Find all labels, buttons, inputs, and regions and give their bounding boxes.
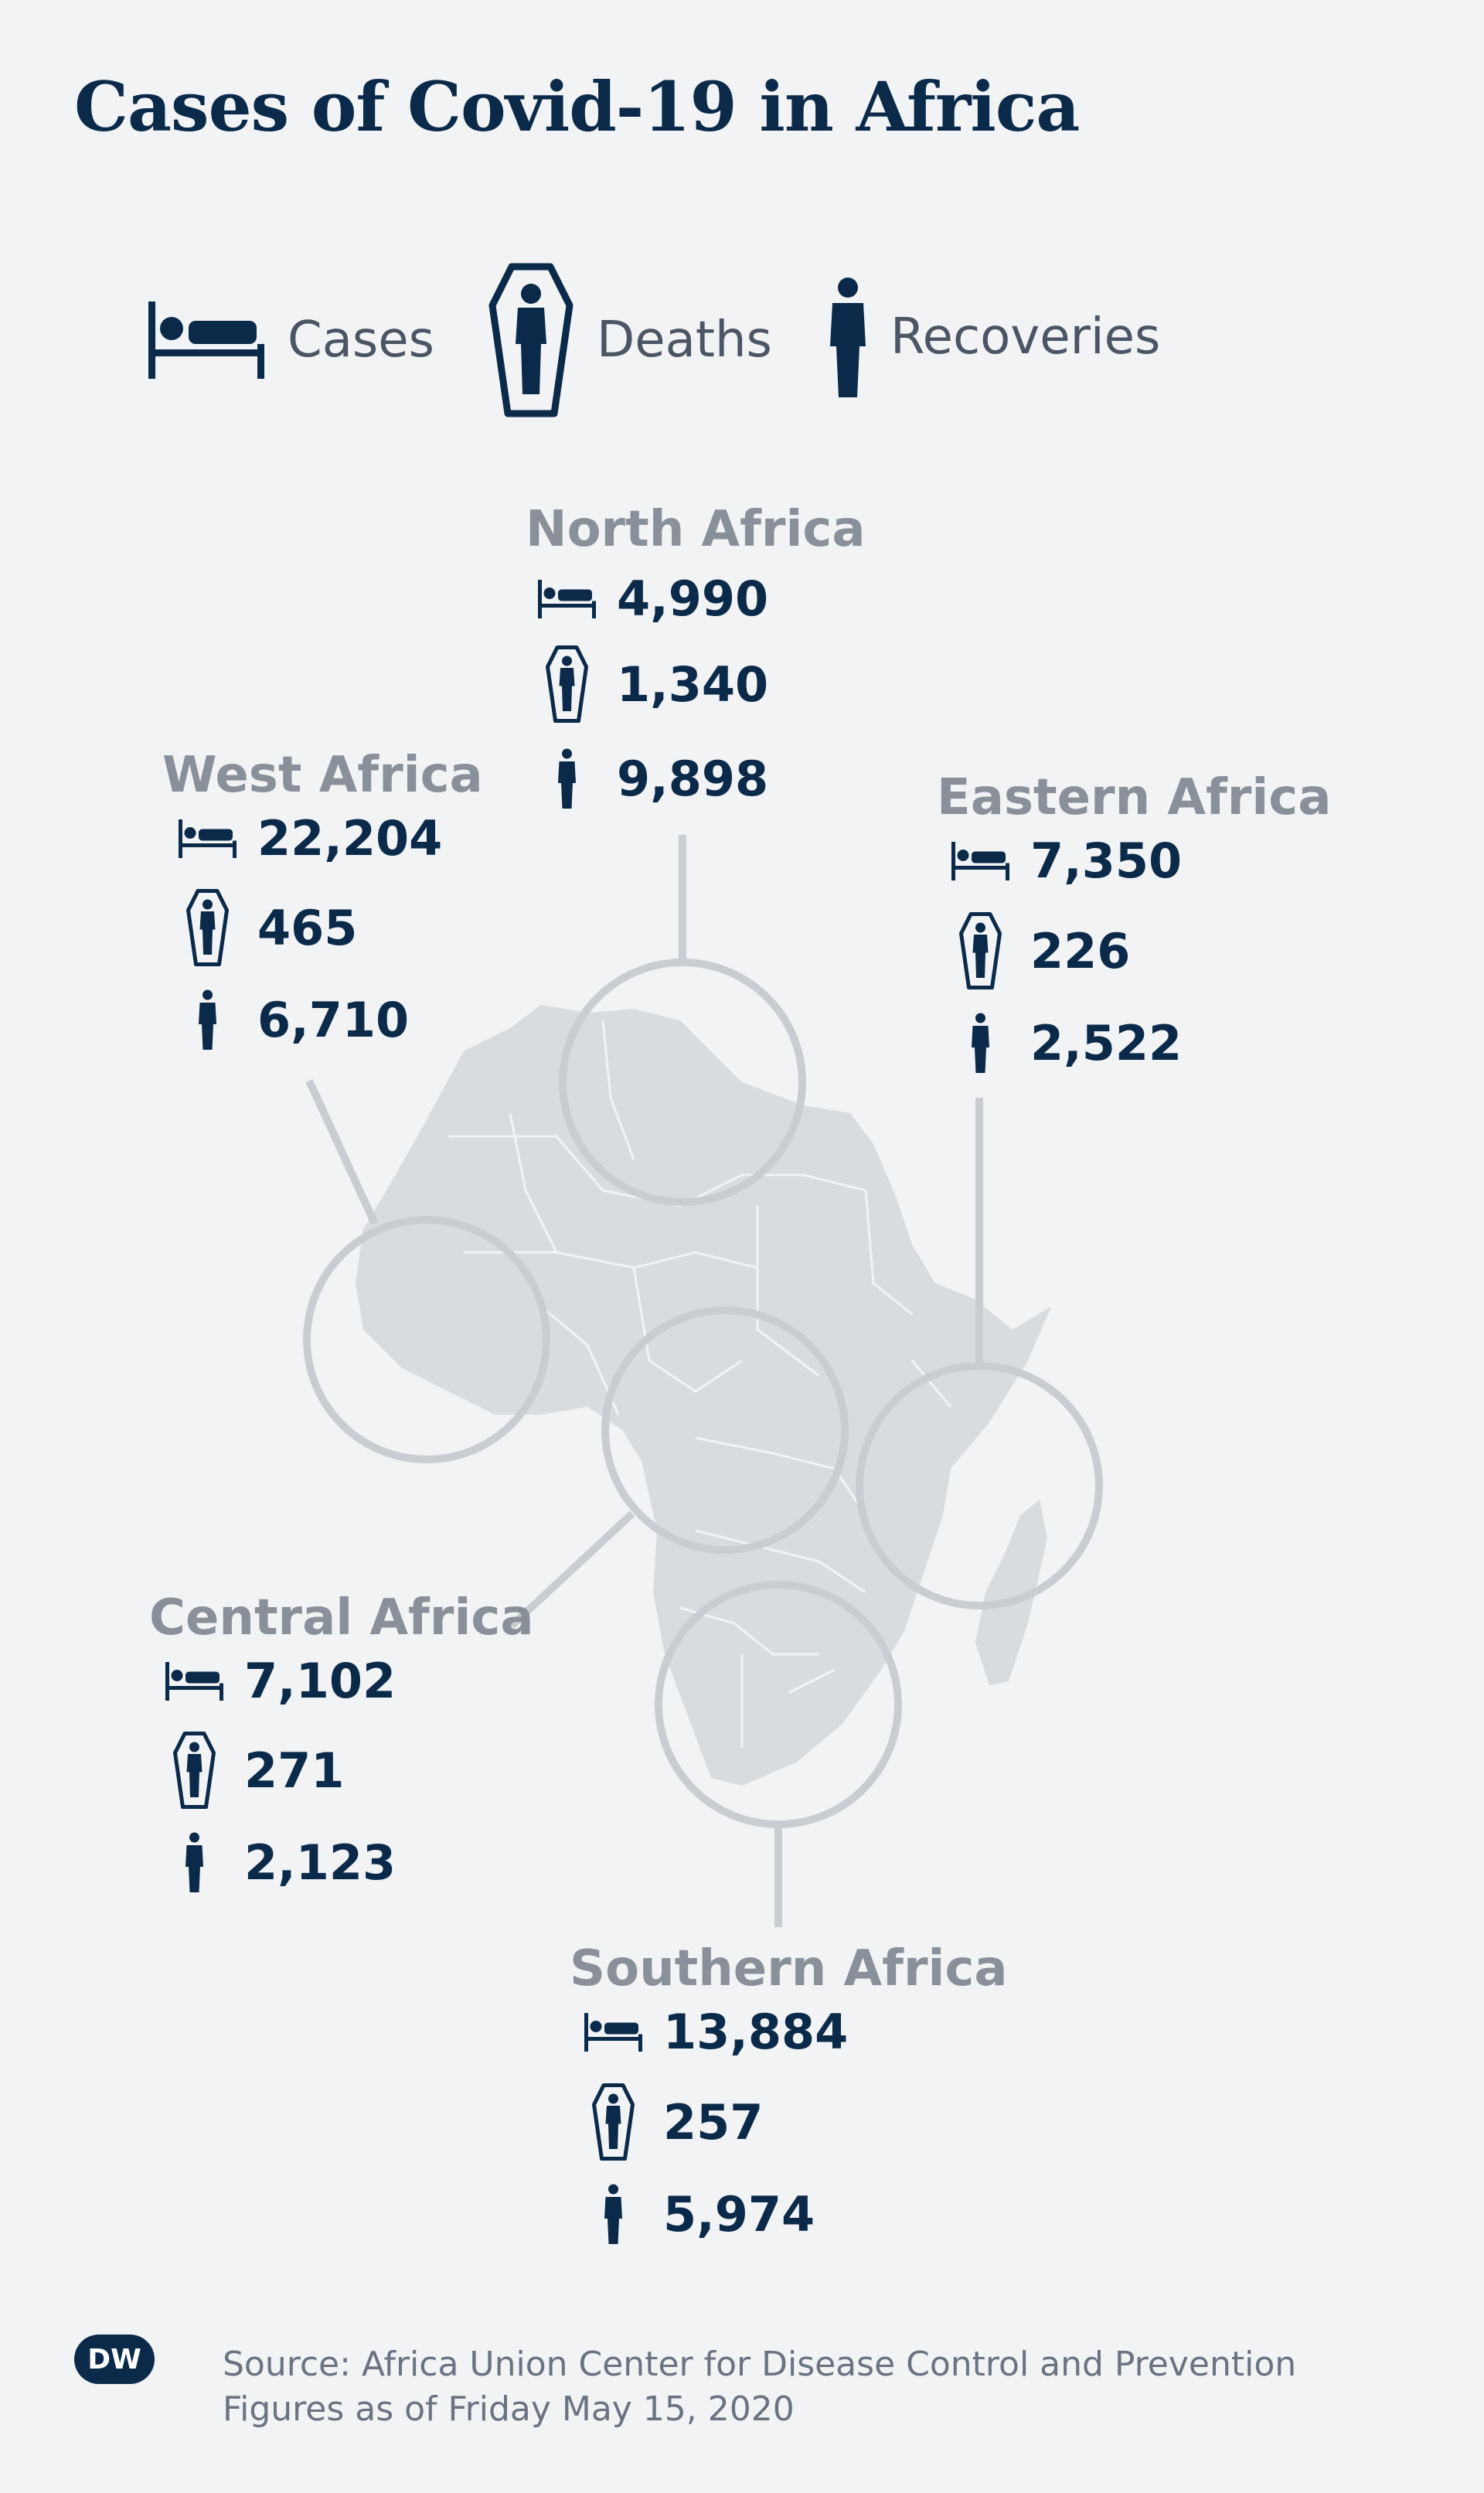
footer: DW xyxy=(74,2335,155,2384)
eastern-recoveries-value: 2,522 xyxy=(1030,1014,1183,1071)
southern-cases-value: 13,884 xyxy=(663,2004,849,2060)
coffin-icon xyxy=(172,1732,216,1809)
circle-north xyxy=(559,959,806,1206)
north-recoveries-value: 9,898 xyxy=(617,750,769,807)
north-cases-value: 4,990 xyxy=(617,570,769,627)
west-cases-value: 22,204 xyxy=(257,810,443,867)
country-borders xyxy=(448,1020,952,1747)
stat-north-cases: 4,990 xyxy=(533,570,768,627)
bed-icon xyxy=(148,301,264,379)
stat-eastern-cases: 7,350 xyxy=(947,833,1182,889)
coffin-icon xyxy=(591,2083,635,2161)
legend-cases: Cases xyxy=(148,301,434,379)
africa-continent-shape xyxy=(356,1005,1051,1786)
legend-label-cases: Cases xyxy=(288,312,434,369)
stat-north-deaths: 1,340 xyxy=(533,645,768,723)
bed-icon xyxy=(584,2012,642,2052)
connector-central xyxy=(509,1510,635,1629)
region-name-central: Central Africa xyxy=(149,1589,534,1647)
page-title: Cases of Covid-19 in Africa xyxy=(74,66,1080,147)
stat-west-cases: 22,204 xyxy=(174,810,442,867)
circle-central xyxy=(601,1306,849,1554)
coffin-icon xyxy=(488,263,574,417)
madagascar-shape xyxy=(975,1500,1047,1685)
eastern-deaths-value: 226 xyxy=(1030,922,1131,979)
legend-deaths: Deaths xyxy=(488,263,772,417)
region-name-southern: Southern Africa xyxy=(570,1940,1008,1997)
region-eastern: Eastern Africa xyxy=(937,769,1331,826)
bed-icon xyxy=(178,819,237,858)
dw-logo: DW xyxy=(74,2335,155,2384)
stat-eastern-deaths: 226 xyxy=(947,912,1130,989)
stat-central-deaths: 271 xyxy=(161,1732,344,1809)
stat-southern-deaths: 257 xyxy=(580,2083,763,2161)
person-icon xyxy=(604,2184,622,2244)
stat-central-cases: 7,102 xyxy=(161,1653,396,1709)
person-icon xyxy=(971,1013,989,1073)
region-connectors xyxy=(303,835,1103,1927)
southern-recoveries-value: 5,974 xyxy=(663,2185,815,2243)
coffin-icon xyxy=(958,912,1002,989)
circle-west xyxy=(303,1216,550,1463)
date-text: Figures as of Friday May 15, 2020 xyxy=(223,2389,795,2429)
central-recoveries-value: 2,123 xyxy=(244,1834,397,1891)
connector-west xyxy=(305,1078,379,1226)
stat-southern-cases: 13,884 xyxy=(580,2004,848,2060)
coffin-icon xyxy=(186,889,229,966)
stat-eastern-recoveries: 2,522 xyxy=(947,1013,1182,1073)
region-southern: Southern Africa xyxy=(570,1940,1008,1997)
coffin-icon xyxy=(545,645,588,723)
person-icon xyxy=(198,989,216,1050)
source-text: Source: Africa Union Center for Disease … xyxy=(223,2345,1297,2384)
legend-label-deaths: Deaths xyxy=(597,312,772,369)
stat-north-recoveries: 9,898 xyxy=(533,748,768,809)
circle-eastern xyxy=(856,1362,1103,1609)
central-cases-value: 7,102 xyxy=(244,1653,397,1709)
legend-recoveries: Recoveries xyxy=(829,277,1160,397)
stat-southern-recoveries: 5,974 xyxy=(580,2184,815,2244)
region-name-north: North Africa xyxy=(526,501,866,558)
region-name-eastern: Eastern Africa xyxy=(937,769,1332,826)
north-deaths-value: 1,340 xyxy=(617,656,769,713)
stat-central-recoveries: 2,123 xyxy=(161,1832,396,1892)
legend-label-recoveries: Recoveries xyxy=(890,308,1161,366)
west-recoveries-value: 6,710 xyxy=(257,991,410,1048)
region-west: West Africa xyxy=(162,747,483,804)
southern-deaths-value: 257 xyxy=(663,2093,764,2151)
source-note: Source: Africa Union Center for Disease … xyxy=(223,2342,1296,2432)
stat-west-deaths: 465 xyxy=(174,889,357,966)
bed-icon xyxy=(537,579,596,618)
region-north: North Africa xyxy=(526,501,866,558)
person-icon xyxy=(830,278,866,397)
person-icon xyxy=(185,1832,203,1892)
region-central: Central Africa xyxy=(149,1589,534,1647)
central-deaths-value: 271 xyxy=(244,1742,345,1799)
stat-west-recoveries: 6,710 xyxy=(174,989,409,1050)
circle-southern xyxy=(655,1581,902,1828)
person-icon xyxy=(557,748,576,809)
west-deaths-value: 465 xyxy=(257,899,358,956)
eastern-cases-value: 7,350 xyxy=(1030,833,1183,889)
region-name-west: West Africa xyxy=(162,747,483,804)
bed-icon xyxy=(951,841,1009,880)
bed-icon xyxy=(165,1661,223,1701)
